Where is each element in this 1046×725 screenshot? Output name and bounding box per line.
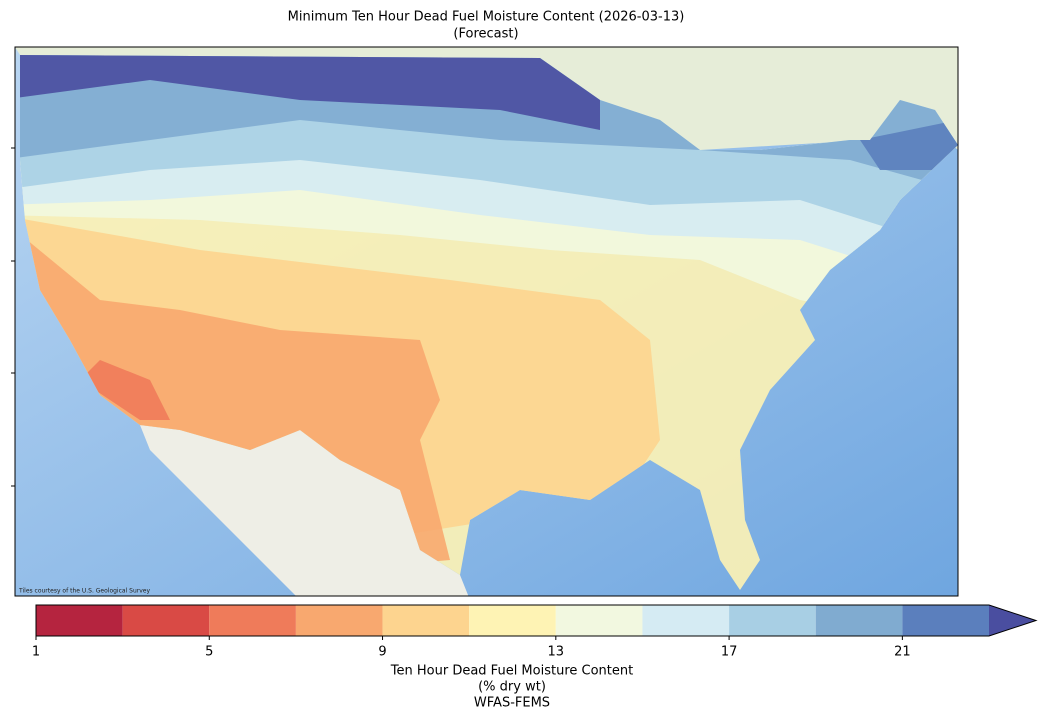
colorbar-bin	[642, 605, 730, 636]
canada	[15, 47, 958, 150]
colorbar-bin	[902, 605, 989, 636]
colorbar-extend	[989, 605, 1036, 636]
mexico	[140, 425, 469, 596]
title: Minimum Ten Hour Dead Fuel Moisture Cont…	[288, 10, 685, 25]
colorbar-tick-label: 5	[205, 645, 213, 660]
colorbar-tick-label: 13	[548, 645, 565, 660]
colorbar-bin	[122, 605, 210, 636]
colorbar-tick-label: 1	[32, 645, 40, 660]
map-frame	[14, 46, 959, 597]
axis-ticks	[11, 147, 15, 487]
colorbar-label: Ten Hour Dead Fuel Moisture Content	[390, 664, 633, 679]
colorbar-tick-label: 21	[894, 645, 911, 660]
colorbar-bin	[815, 605, 903, 636]
region	[860, 120, 958, 170]
colorbar-bin	[382, 605, 470, 636]
colorbar-bin	[555, 605, 643, 636]
colorbar-bin	[295, 605, 383, 636]
colorbar-bin	[36, 605, 123, 636]
colorbar: 1 5 9 13 17 21 Ten Hour Dead Fuel Moisture Con…	[32, 604, 1038, 711]
colorbar-tick-label: 9	[378, 645, 386, 660]
colorbar-bin	[729, 605, 816, 636]
region	[20, 55, 600, 130]
region	[80, 360, 170, 420]
map: Tiles courtesy of the U.S. Geological Su…	[15, 47, 958, 596]
attribution: Tiles courtesy of the U.S. Geological Su…	[18, 588, 150, 595]
colorbar-bin	[469, 605, 556, 636]
colorbar-label: WFAS-FEMS	[474, 696, 550, 711]
colorbar-outline	[35, 604, 1038, 637]
colorbar-bin	[209, 605, 296, 636]
subtitle: (Forecast)	[453, 27, 518, 42]
colorbar-tick-label: 17	[721, 645, 738, 660]
colorbar-label: (% dry wt)	[478, 680, 546, 695]
